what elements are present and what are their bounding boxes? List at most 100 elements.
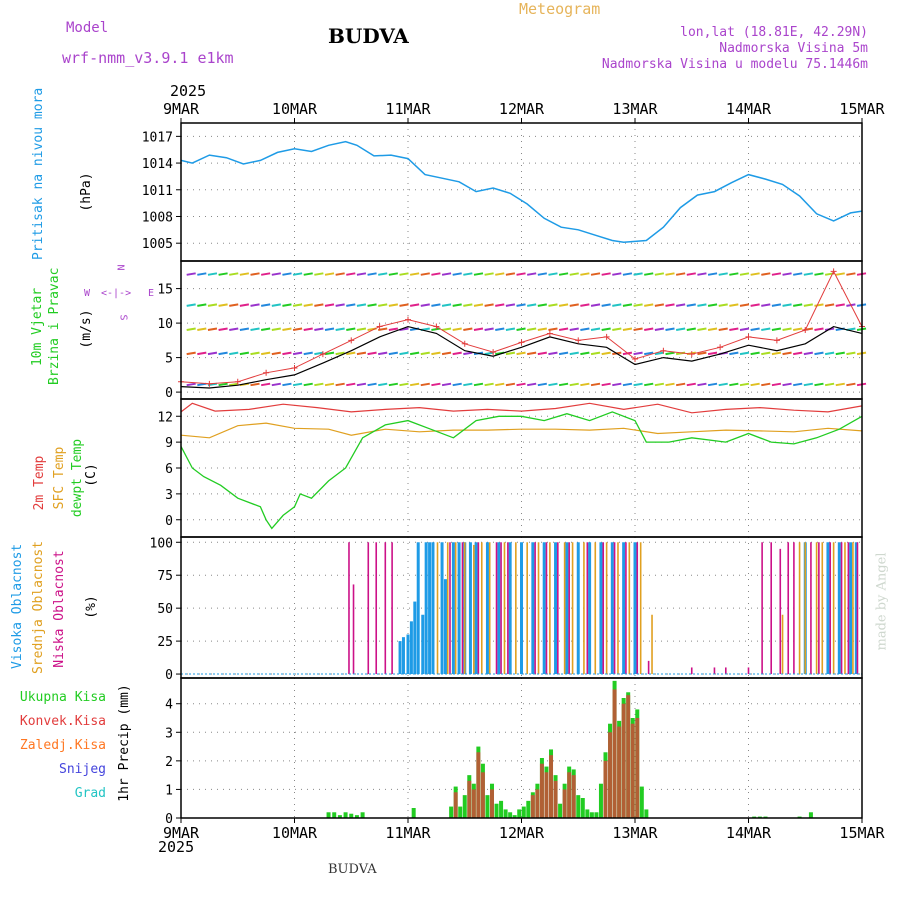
wind-barb	[622, 303, 633, 307]
wind-barb	[388, 351, 399, 356]
wind-barb	[707, 272, 718, 276]
wind-barb	[335, 382, 345, 387]
wind-barb	[824, 351, 835, 356]
wind-barb	[558, 272, 569, 276]
precip-bar-conv	[626, 695, 631, 818]
wind-barb	[569, 272, 579, 276]
precip-bar-conv	[553, 780, 558, 818]
precip-legend: Ukupna Kisa Konvek.Kisa Zaledj.Kisa Snij…	[0, 686, 106, 806]
cloud-bar-low	[847, 542, 850, 675]
model-name: wrf-nmm_v3.9.1 e1km	[62, 49, 234, 67]
cloud-bar-low	[770, 542, 772, 675]
wind-barb	[569, 303, 579, 307]
cloud-bar-high	[826, 542, 830, 675]
meteogram-label: Meteogram	[519, 0, 601, 18]
cloud-bar-low	[545, 542, 548, 675]
wind-barb	[282, 382, 292, 387]
wind-barb	[548, 272, 558, 276]
wind-barb	[250, 327, 260, 331]
cloud-bar-mid	[605, 542, 608, 675]
y-tick-label: 50	[157, 602, 173, 617]
wind-barb	[537, 327, 547, 331]
wind-barb	[186, 327, 196, 331]
wind-barb	[739, 303, 750, 307]
wind-barb	[356, 351, 367, 356]
cloud-bar-high	[468, 542, 472, 675]
cloud-bar-mid	[463, 542, 466, 675]
wind-barb	[218, 382, 228, 387]
wind-barb	[665, 327, 675, 331]
wind-barb	[590, 351, 601, 356]
wind-barb	[218, 351, 228, 356]
wind-barb	[558, 327, 569, 331]
x-tick-label-bottom: 9MAR	[163, 824, 200, 842]
precip-bar-conv	[567, 772, 572, 818]
cloud-bar-mid	[480, 542, 483, 675]
cloud-bar-low	[348, 542, 350, 675]
precip-bar-total	[512, 815, 517, 818]
wind-barb	[505, 272, 516, 276]
gust-marker	[802, 327, 809, 333]
wind-barb	[473, 303, 484, 307]
wind-barb	[324, 327, 335, 331]
cloud-bar-low	[384, 542, 387, 675]
wind-barb	[814, 351, 824, 356]
wind-barb	[569, 327, 579, 331]
precip-bar-total	[503, 809, 508, 818]
wind-barb	[484, 303, 494, 307]
wind-barb	[686, 382, 696, 387]
wind-barb	[750, 382, 760, 387]
cloud-bar-mid	[583, 542, 585, 675]
cloud-bar-high	[508, 542, 512, 675]
wind-barb	[601, 382, 611, 387]
cloud-bar-high	[633, 542, 637, 675]
wind-barb	[697, 272, 707, 276]
wind-barb	[271, 382, 281, 387]
wind-barb	[441, 303, 452, 307]
wind-barb	[431, 382, 441, 387]
wind-barb	[729, 327, 739, 331]
precip-bar-conv	[489, 789, 494, 818]
precip-bar-total	[349, 813, 354, 818]
legend-total: Ukupna Kisa	[19, 690, 106, 705]
cloud-bar-high	[599, 542, 603, 675]
precip-bar-total	[354, 815, 359, 818]
precip-bar-conv	[476, 752, 481, 818]
wind-barb	[665, 351, 675, 356]
wind-barb	[409, 382, 420, 387]
wind-barb	[761, 327, 771, 331]
wind-barb	[601, 327, 611, 331]
wind-barb	[431, 303, 441, 307]
wind-barb	[771, 303, 782, 307]
wind-barb	[707, 382, 718, 387]
wind-barb	[218, 303, 228, 307]
wind-barb	[590, 382, 601, 387]
wind-barb	[537, 303, 547, 307]
wind-barb	[314, 272, 324, 276]
cloud-bar-mid	[798, 542, 801, 675]
cloud-bar-high	[409, 621, 413, 675]
cloud-bar-low	[747, 667, 750, 675]
panel-frame-precip	[180, 677, 863, 819]
cloud-bar-high	[443, 579, 447, 675]
cloud-bar-high	[416, 542, 420, 675]
page-title: BUDVA	[328, 24, 409, 48]
x-tick-label-top: 14MAR	[726, 100, 772, 118]
wind-barb	[516, 303, 526, 307]
legend-dir-w: W	[84, 288, 91, 299]
y-tick-label: 0	[165, 386, 173, 401]
wind-barb	[761, 351, 771, 356]
wind-barb	[431, 272, 441, 276]
cloud-bar-low	[856, 542, 859, 675]
cloud-bar-low	[461, 542, 464, 675]
wind-barb	[186, 303, 196, 307]
wind-barb	[803, 303, 813, 307]
gust-marker	[206, 380, 213, 387]
precip-bar-total	[332, 812, 337, 818]
wind-barb	[558, 351, 569, 356]
wind-barb	[527, 327, 537, 331]
wind-barb	[452, 351, 462, 356]
sfc-temp-line	[180, 422, 863, 439]
wind-barb	[314, 351, 324, 356]
y-tick-label: 6	[165, 462, 173, 477]
